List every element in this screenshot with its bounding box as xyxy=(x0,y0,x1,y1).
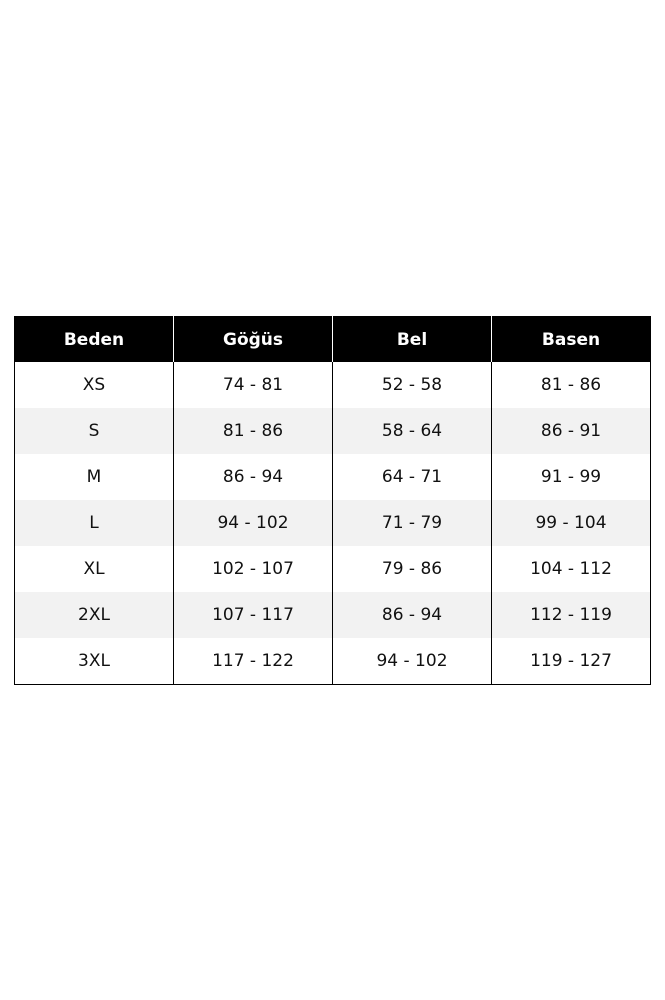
table-cell: 99 - 104 xyxy=(491,500,651,546)
table-cell: S xyxy=(14,408,174,454)
table-cell: 117 - 122 xyxy=(173,638,333,685)
table-cell: 74 - 81 xyxy=(173,362,333,408)
table-cell: 2XL xyxy=(14,592,174,638)
header-cell: Bel xyxy=(332,316,492,362)
table-cell: 112 - 119 xyxy=(491,592,651,638)
header-cell: Göğüs xyxy=(173,316,333,362)
table-cell: L xyxy=(14,500,174,546)
table-cell: 86 - 94 xyxy=(173,454,333,500)
table-cell: 94 - 102 xyxy=(173,500,333,546)
table-cell: 104 - 112 xyxy=(491,546,651,592)
table-cell: 119 - 127 xyxy=(491,638,651,685)
table-body: XS 74 - 81 52 - 58 81 - 86 S 81 - 86 58 - 64 86… xyxy=(14,362,651,685)
table-row: L 94 - 102 71 - 79 99 - 104 xyxy=(14,500,651,546)
table-cell: 107 - 117 xyxy=(173,592,333,638)
table-cell: 58 - 64 xyxy=(332,408,492,454)
header-cell: Basen xyxy=(491,316,651,362)
header-row: Beden Göğüs Bel Basen xyxy=(14,316,651,362)
table-cell: 102 - 107 xyxy=(173,546,333,592)
table-cell: 86 - 94 xyxy=(332,592,492,638)
table-row: 3XL 117 - 122 94 - 102 119 - 127 xyxy=(15,638,651,685)
table-cell: 71 - 79 xyxy=(332,500,492,546)
table-cell: XS xyxy=(82,375,106,395)
size-table: Beden Göğüs Bel Basen XS 74 - 81 52 - 58 81 - … xyxy=(14,316,651,685)
table-cell: 86 - 91 xyxy=(491,408,651,454)
table-cell: 64 - 71 xyxy=(332,454,492,500)
table-cell: 94 - 102 xyxy=(332,638,492,685)
table-cell: M xyxy=(86,467,102,487)
table-row: XL 102 - 107 79 - 86 104 - 112 xyxy=(15,546,651,592)
header-cell: Beden xyxy=(14,316,174,362)
table-row: 2XL 107 - 117 86 - 94 112 - 119 xyxy=(14,592,651,638)
table-cell: XL xyxy=(83,559,105,579)
table-cell: 91 - 99 xyxy=(491,454,651,500)
table-cell: 52 - 58 xyxy=(332,362,492,408)
table-cell: 79 - 86 xyxy=(332,546,492,592)
table-cell: 3XL xyxy=(78,651,110,671)
table-row: S 81 - 86 58 - 64 86 - 91 xyxy=(14,408,651,454)
table-row: XS 74 - 81 52 - 58 81 - 86 xyxy=(15,362,651,408)
table-cell: 81 - 86 xyxy=(491,362,651,408)
table-cell: 81 - 86 xyxy=(173,408,333,454)
table-row: M 86 - 94 64 - 71 91 - 99 xyxy=(15,454,651,500)
